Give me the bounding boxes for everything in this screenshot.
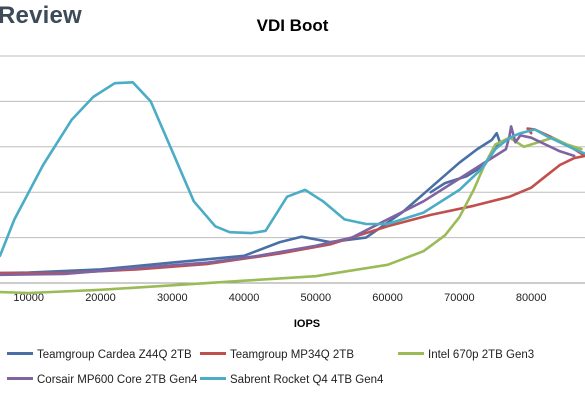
series-line-4 [0, 81, 585, 258]
gridlines [0, 55, 585, 284]
x-tick-label: 50000 [301, 292, 332, 304]
x-tick-label: 40000 [229, 292, 260, 304]
x-tick-label: 60000 [372, 292, 403, 304]
series-line-1 [0, 127, 585, 275]
legend-swatch [7, 377, 33, 381]
x-tick-label: 20000 [85, 292, 116, 304]
legend-label: Teamgroup Cardea Z44Q 2TB [37, 349, 192, 361]
series-line-3 [0, 125, 576, 277]
legend-swatch [200, 352, 226, 356]
legend-label: Teamgroup MP34Q 2TB [230, 349, 355, 361]
x-tick-label: 30000 [157, 292, 188, 304]
legend-item-mp34q: Teamgroup MP34Q 2TB [200, 349, 354, 361]
legend-item-cardea: Teamgroup Cardea Z44Q 2TB [7, 349, 192, 361]
x-tick-label: 80000 [516, 292, 547, 304]
legend-item-rocket-q4: Sabrent Rocket Q4 4TB Gen4 [200, 374, 383, 386]
legend-label: Corsair MP600 Core 2TB Gen4 [37, 374, 198, 386]
chart-title: VDI Boot [256, 16, 329, 35]
legend-item-intel670p: Intel 670p 2TB Gen3 [398, 349, 534, 361]
x-tick-label: 10000 [13, 292, 44, 304]
legend-label: Sabrent Rocket Q4 4TB Gen4 [230, 374, 384, 386]
legend-swatch [200, 377, 226, 381]
legend-item-mp600core: Corsair MP600 Core 2TB Gen4 [7, 374, 197, 386]
x-axis: 10000 20000 30000 40000 50000 60000 70000 80000 [13, 292, 546, 304]
legend-label: Intel 670p 2TB Gen3 [428, 349, 535, 361]
brand-logo: Review [0, 2, 82, 29]
series-lines [0, 81, 585, 295]
legend-swatch [398, 352, 424, 356]
series-line-0 [0, 131, 501, 275]
x-tick-label: 70000 [444, 292, 475, 304]
legend-swatch [7, 352, 33, 356]
x-axis-label: IOPS [294, 318, 320, 330]
